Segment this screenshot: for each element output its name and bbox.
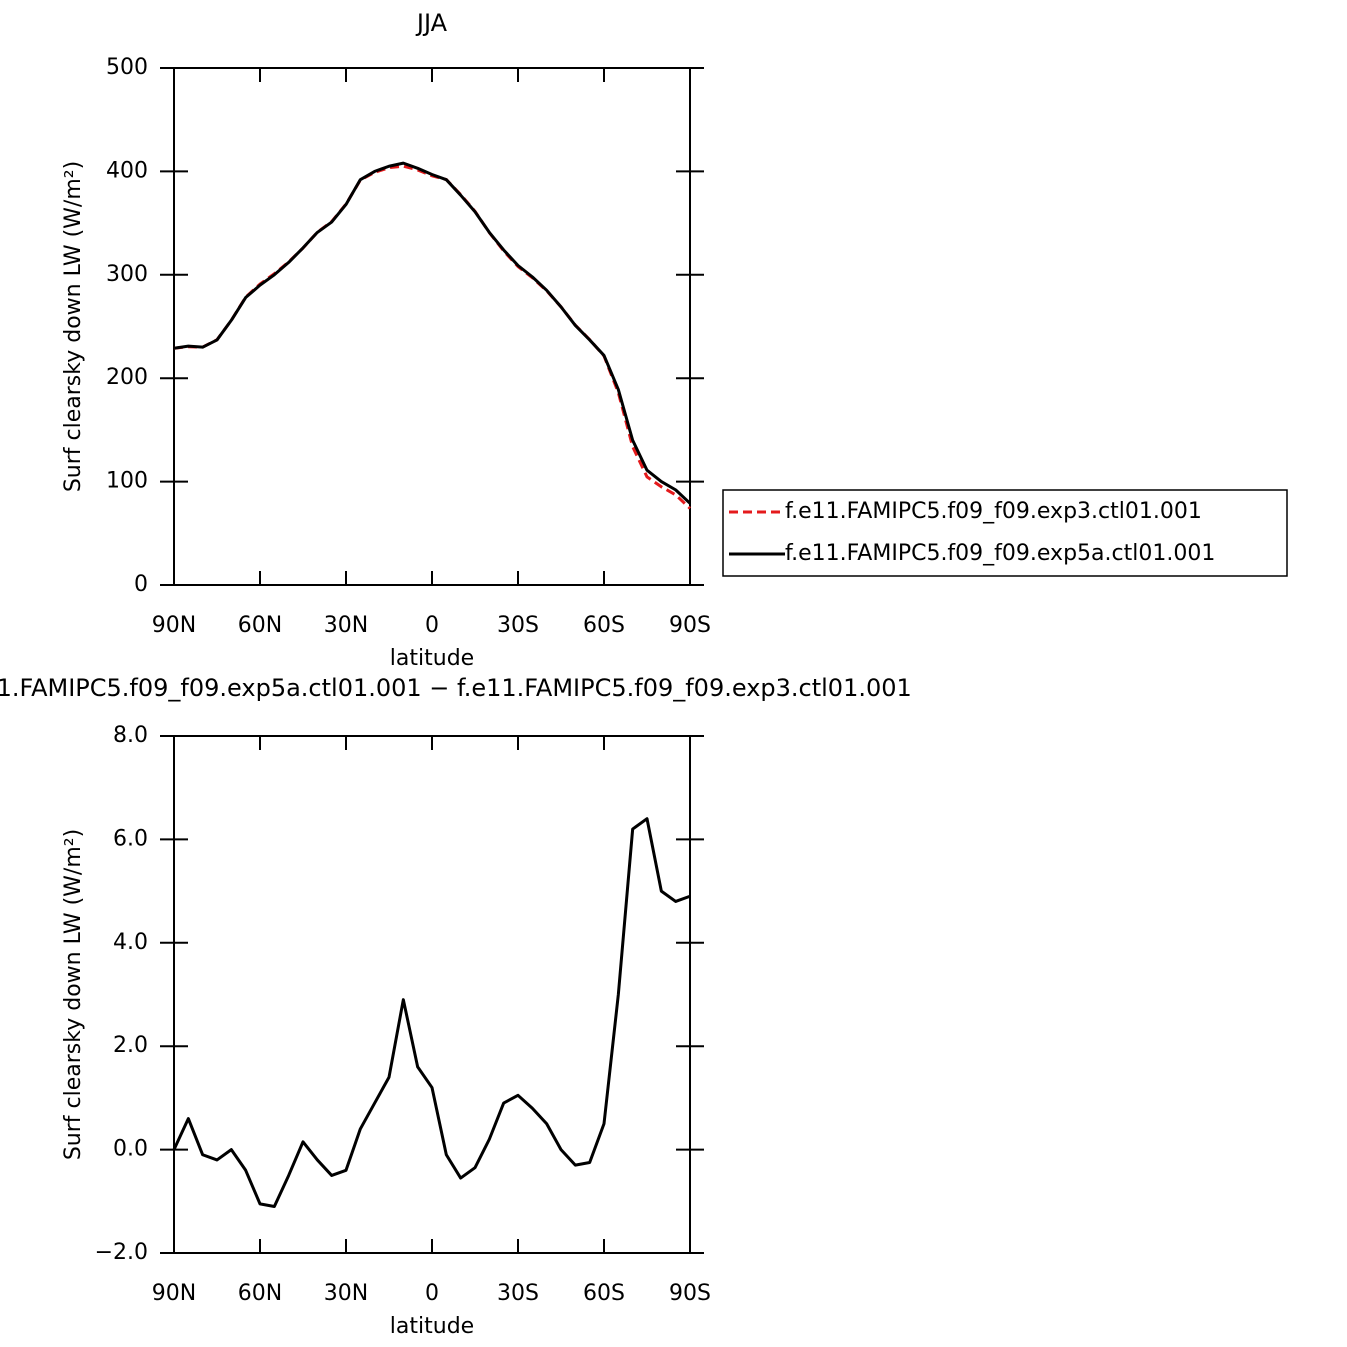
legend-label: f.e11.FAMIPC5.f09_f09.exp3.ctl01.001: [785, 499, 1202, 524]
y-tick-label: 300: [106, 262, 148, 287]
data-line: [172, 817, 691, 1208]
legend-label: f.e11.FAMIPC5.f09_f09.exp5a.ctl01.001: [785, 541, 1215, 566]
y-tick-label: 0: [134, 572, 148, 597]
y-tick-label: −2.0: [95, 1240, 148, 1265]
y-tick-label: 8.0: [113, 723, 148, 748]
x-tick-label: 0: [425, 1281, 439, 1306]
x-axis-label: latitude: [390, 646, 474, 671]
x-tick-label: 30S: [497, 613, 539, 638]
y-axis-label: Surf clearsky down LW (W/m²): [61, 829, 86, 1160]
x-tick-label: 60N: [238, 613, 282, 638]
y-tick-label: 4.0: [113, 930, 148, 955]
y-tick-label: 0.0: [113, 1137, 148, 1162]
x-tick-label: 60S: [583, 1281, 625, 1306]
x-tick-label: 0: [425, 613, 439, 638]
x-tick-label: 90S: [669, 613, 711, 638]
y-tick-label: 400: [106, 158, 148, 183]
data-line: [173, 161, 692, 505]
x-tick-label: 30N: [324, 613, 368, 638]
plot-frame: [173, 735, 691, 1254]
y-tick-label: 200: [106, 365, 148, 390]
y-axis-label: Surf clearsky down LW (W/m²): [61, 161, 86, 492]
x-axis-label: latitude: [390, 1314, 474, 1339]
x-tick-label: 90N: [152, 1281, 196, 1306]
x-tick-label: 90S: [669, 1281, 711, 1306]
y-tick-label: 100: [106, 469, 148, 494]
x-tick-label: 30N: [324, 1281, 368, 1306]
y-tick-label: 6.0: [113, 826, 148, 851]
chart-title: f.e11.FAMIPC5.f09_f09.exp5a.ctl01.001 − …: [0, 674, 912, 702]
chart-title: JJA: [415, 9, 448, 37]
data-line: [173, 164, 692, 510]
x-tick-label: 30S: [497, 1281, 539, 1306]
x-tick-label: 90N: [152, 613, 196, 638]
legend-box: [722, 489, 1288, 577]
x-tick-label: 60S: [583, 613, 625, 638]
y-tick-label: 500: [106, 55, 148, 80]
x-tick-label: 60N: [238, 1281, 282, 1306]
y-tick-label: 2.0: [113, 1033, 148, 1058]
plot-frame: [173, 67, 691, 586]
